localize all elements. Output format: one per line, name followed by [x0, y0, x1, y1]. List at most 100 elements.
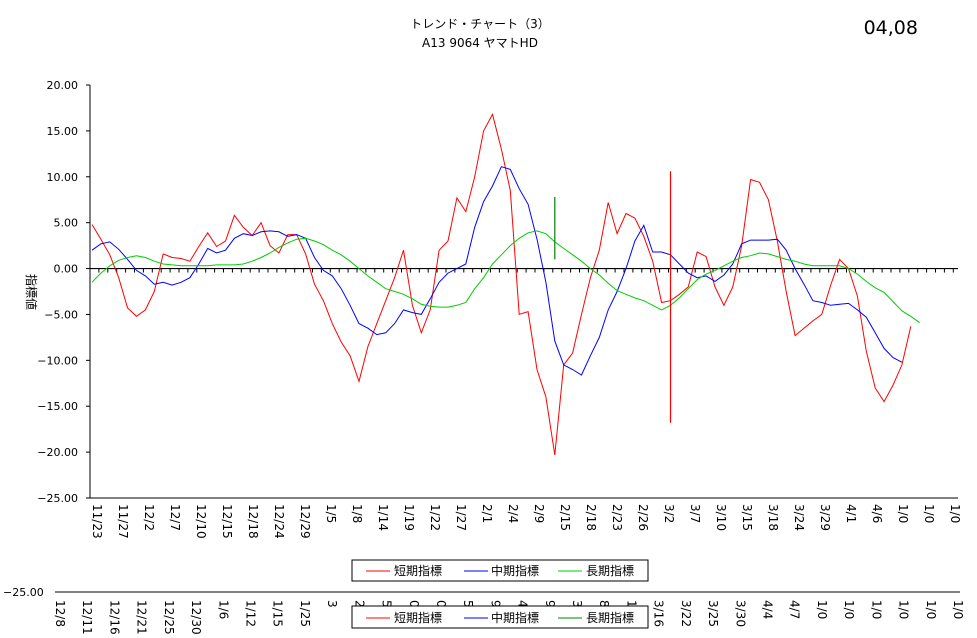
x-tick-label: 3/7 [688, 504, 702, 523]
ghost-x-tick-label: 1/12 [243, 600, 257, 627]
corner-label: 04,08 [864, 17, 918, 39]
ghost-x-tick-label: 3/16 [652, 600, 666, 627]
x-tick-label: 12/2 [142, 504, 156, 531]
y-tick-label: 5.00 [54, 217, 79, 230]
ghost-x-tick-label: 1 [624, 600, 638, 608]
y-tick-label: 10.00 [47, 171, 79, 184]
y-tick-label: −20.00 [37, 446, 78, 459]
ghost-x-tick-label: 1/0 [842, 600, 856, 619]
x-tick-label: 1/22 [428, 504, 442, 531]
ghost-chart-strip: −25.00 12/8 12/11 12/16 12/21 12/25 12/30 1/6 1… [3, 586, 965, 635]
x-tick-label: 11/27 [116, 504, 130, 539]
series-line-short [91, 113, 912, 455]
x-tick-label: 1/0 [948, 504, 962, 523]
ghost-x-tick-label: 1/0 [869, 600, 883, 619]
legend: 短期指標 中期指標 長期指標 [351, 559, 649, 582]
x-tick-label: 2/18 [584, 504, 598, 531]
ghost-x-tick-label: 1/0 [815, 600, 829, 619]
x-tick-label: 2/9 [532, 504, 546, 523]
ghost-x-tick-label: 1/25 [298, 600, 312, 627]
ghost-x-tick-label: 1/6 [216, 600, 230, 619]
x-tick-label: 2/23 [610, 504, 624, 531]
ghost-x-tick-label: 5 [380, 600, 394, 608]
x-tick-label: 3/15 [740, 504, 754, 531]
x-tick-label: 1/27 [454, 504, 468, 531]
y-tick-labels: 20.00 15.00 10.00 5.00 0.00 −5.00 −10.00 −15.00… [37, 79, 78, 505]
ghost-x-tick-label: 0 [434, 600, 448, 608]
ghost-x-tick-label: 12/30 [189, 600, 203, 635]
vertical-markers [554, 171, 672, 423]
ghost-x-tick-label: 12/16 [107, 600, 121, 635]
x-tick-label: 3/10 [714, 504, 728, 531]
x-tick-label: 3/2 [662, 504, 676, 523]
chart-subtitle: A13 9064 ヤマトHD [422, 36, 538, 50]
ghost-legend-label-mid: 中期指標 [491, 610, 539, 625]
x-tick-label: 3/18 [766, 504, 780, 531]
ghost-x-tick-label: 3/25 [706, 600, 720, 627]
y-tick-label: −5.00 [44, 308, 78, 321]
ghost-legend-label-short: 短期指標 [394, 610, 442, 625]
ghost-x-tick-label: 3 [325, 600, 339, 608]
x-tick-label: 1/0 [896, 504, 910, 523]
axes [86, 84, 958, 499]
x-tick-label: 12/10 [194, 504, 208, 539]
x-tick-label: 1/14 [376, 504, 390, 531]
ghost-x-tick-label: 12/11 [80, 600, 94, 635]
ghost-x-tick-label: 2 [352, 600, 366, 608]
ghost-x-tick-label: 12/21 [135, 600, 149, 635]
x-tick-label: 12/7 [168, 504, 182, 531]
x-tick-label: 1/19 [402, 504, 416, 531]
x-tick-label: 2/1 [480, 504, 494, 523]
x-tick-labels: 11/23 11/27 12/2 12/7 12/10 12/15 12/18 12/24 12… [90, 504, 962, 539]
x-tick-label: 1/5 [324, 504, 338, 523]
ghost-x-tick-label: 3 [570, 600, 584, 608]
ghost-x-tick-label: 8 [597, 600, 611, 608]
ghost-x-tick-label: 3/30 [733, 600, 747, 627]
ghost-x-tick-label: 1/0 [897, 600, 911, 619]
x-tick-label: 2/26 [636, 504, 650, 531]
y-tick-label: 0.00 [54, 263, 79, 276]
y-tick-label: −25.00 [37, 492, 78, 505]
x-tick-label: 4/6 [870, 504, 884, 523]
y-tick-label: 20.00 [47, 79, 79, 92]
ghost-x-tick-label: 1/0 [924, 600, 938, 619]
chart-title: トレンド・チャート（3） [410, 17, 550, 31]
ghost-x-tick-label: 5 [461, 600, 475, 608]
ghost-x-tick-label: 4 [516, 600, 530, 608]
series-line-mid [91, 166, 903, 376]
ghost-x-tick-label: 12/8 [53, 600, 67, 627]
legend-label-long: 長期指標 [586, 563, 634, 578]
x-tick-label: 1/8 [350, 504, 364, 523]
series-lines [91, 113, 920, 455]
ghost-x-tick-label: 0 [407, 600, 421, 608]
ghost-x-tick-label: 1/15 [271, 600, 285, 627]
y-tick-label: 15.00 [47, 125, 79, 138]
x-tick-label: 4/1 [844, 504, 858, 523]
ghost-x-tick-label: 3/22 [679, 600, 693, 627]
y-tick-label: −10.00 [37, 354, 78, 367]
x-tick-label: 2/15 [558, 504, 572, 531]
x-tick-label: 12/24 [272, 504, 286, 539]
x-tick-label: 12/18 [246, 504, 260, 539]
ghost-x-tick-label: 4/7 [788, 600, 802, 619]
legend-label-mid: 中期指標 [491, 563, 539, 578]
x-tick-label: 3/29 [818, 504, 832, 531]
ghost-x-tick-label: 9 [543, 600, 557, 608]
x-tick-label: 1/0 [922, 504, 936, 523]
series-line-long [91, 230, 920, 324]
ghost-legend-label-long: 長期指標 [586, 610, 634, 625]
x-tick-label: 12/29 [298, 504, 312, 539]
ghost-x-tick-label: 9 [488, 600, 502, 608]
y-axis-label: 指標値 [24, 274, 39, 310]
x-tick-label: 3/24 [792, 504, 806, 531]
x-tick-label: 11/23 [90, 504, 104, 539]
ghost-x-tick-label: 1/0 [951, 600, 965, 619]
legend-label-short: 短期指標 [394, 563, 442, 578]
ghost-x-tick-label: 12/25 [162, 600, 176, 635]
x-tick-label: 2/4 [506, 504, 520, 523]
y-tick-label: −15.00 [37, 400, 78, 413]
x-tick-label: 12/15 [220, 504, 234, 539]
ghost-x-tick-label: 4/4 [761, 600, 775, 619]
ghost-y-label: −25.00 [3, 586, 44, 599]
